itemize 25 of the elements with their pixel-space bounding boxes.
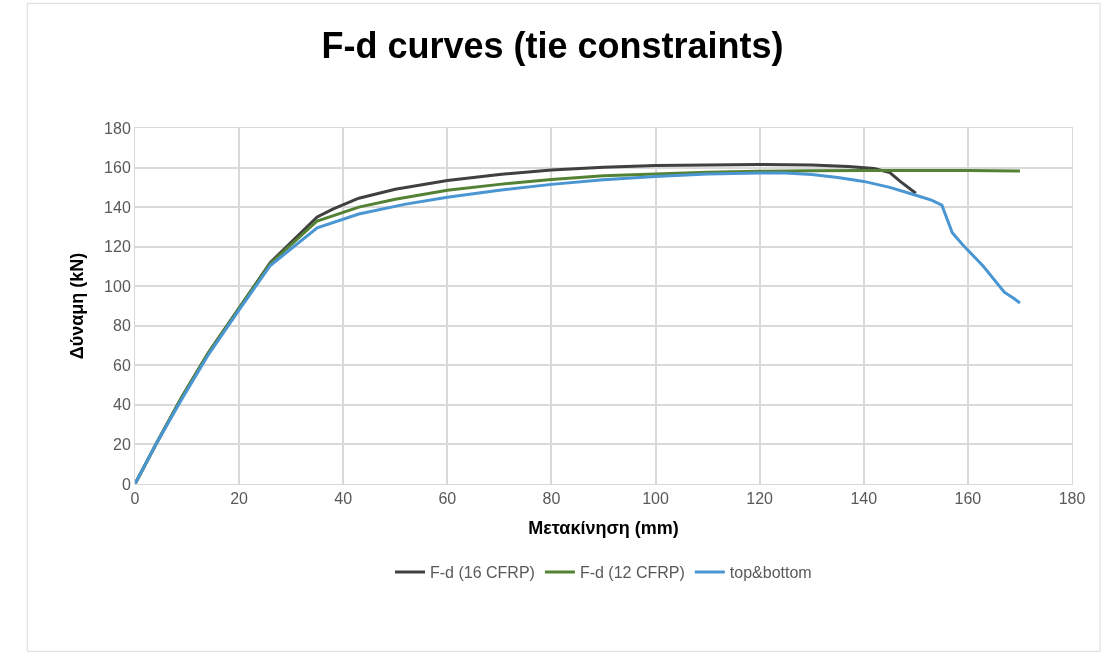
x-axis-title: Μετακίνηση (mm) [528, 518, 679, 539]
y-tick-label: 160 [104, 159, 131, 177]
x-tick-label: 100 [642, 490, 670, 508]
x-tick-label: 120 [746, 490, 774, 508]
y-tick-label: 120 [104, 238, 131, 256]
y-tick-label: 0 [121, 475, 131, 493]
y-tick-label: 140 [104, 198, 131, 216]
x-tick-label: 60 [438, 490, 457, 508]
y-tick-label: 100 [104, 277, 131, 295]
x-tick-label: 140 [850, 490, 878, 508]
x-tick-label: 40 [334, 490, 353, 508]
x-tick-label: 20 [230, 490, 249, 508]
x-tick-label: 180 [1058, 490, 1086, 508]
y-tick-label: 60 [113, 356, 131, 374]
legend-label: top&bottom [729, 564, 812, 582]
legend-label: F-d (16 CFRP) [430, 564, 535, 582]
y-tick-label: 20 [113, 436, 131, 454]
x-tick-label: 80 [542, 490, 561, 508]
y-tick-label: 40 [113, 396, 131, 414]
legend-label: F-d (12 CFRP) [579, 564, 685, 582]
x-tick-label: 160 [954, 490, 982, 508]
y-tick-label: 80 [113, 317, 131, 335]
chart-title: F-d curves (tie constraints) [321, 25, 784, 67]
y-axis-title: Δύναμη (kN) [67, 252, 88, 360]
y-tick-label: 180 [104, 119, 131, 137]
